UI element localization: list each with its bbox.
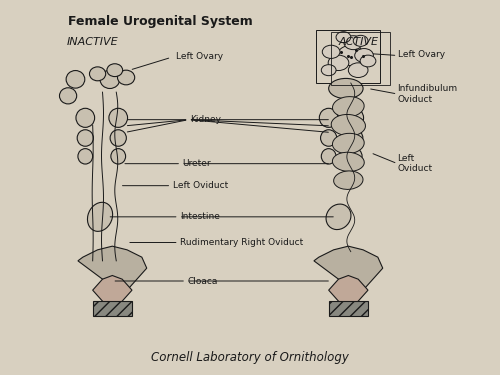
Ellipse shape <box>326 204 351 230</box>
Text: INACTIVE: INACTIVE <box>67 37 118 47</box>
Ellipse shape <box>77 130 94 146</box>
Ellipse shape <box>320 130 337 146</box>
Polygon shape <box>328 276 368 309</box>
Bar <box>331 32 390 85</box>
Ellipse shape <box>348 63 368 78</box>
Ellipse shape <box>109 108 128 128</box>
Ellipse shape <box>345 108 364 128</box>
Text: Kidney: Kidney <box>190 115 221 124</box>
Ellipse shape <box>60 88 76 104</box>
Text: Cloaca: Cloaca <box>188 276 218 285</box>
Ellipse shape <box>331 114 366 136</box>
Text: Left Ovary: Left Ovary <box>398 50 444 59</box>
Ellipse shape <box>88 202 112 231</box>
Text: Rudimentary Right Oviduct: Rudimentary Right Oviduct <box>180 238 304 247</box>
Ellipse shape <box>336 32 351 43</box>
Ellipse shape <box>90 67 106 81</box>
Ellipse shape <box>338 45 364 66</box>
Ellipse shape <box>328 78 363 99</box>
Bar <box>328 301 368 316</box>
Bar <box>316 30 380 83</box>
Text: Female Urogenital System: Female Urogenital System <box>68 15 253 28</box>
Ellipse shape <box>353 35 368 46</box>
Text: Left Oviduct: Left Oviduct <box>173 181 228 190</box>
Ellipse shape <box>328 55 349 70</box>
Polygon shape <box>92 276 132 309</box>
Polygon shape <box>314 246 383 290</box>
Ellipse shape <box>110 130 126 146</box>
Ellipse shape <box>76 108 94 128</box>
Text: ACTIVE: ACTIVE <box>338 37 378 47</box>
Text: Infundibulum
Oviduct: Infundibulum Oviduct <box>398 84 458 104</box>
Ellipse shape <box>322 45 340 58</box>
Ellipse shape <box>346 148 362 165</box>
Ellipse shape <box>320 108 338 128</box>
Ellipse shape <box>107 64 122 76</box>
Ellipse shape <box>100 70 119 88</box>
Ellipse shape <box>344 36 362 50</box>
Ellipse shape <box>334 171 363 189</box>
Ellipse shape <box>354 48 374 63</box>
Text: Intestine: Intestine <box>180 212 220 221</box>
Text: Ureter: Ureter <box>182 159 212 168</box>
Ellipse shape <box>111 148 126 164</box>
Polygon shape <box>78 246 147 290</box>
Ellipse shape <box>346 129 363 147</box>
Ellipse shape <box>332 152 364 171</box>
Ellipse shape <box>332 97 364 117</box>
Bar <box>92 301 132 316</box>
Ellipse shape <box>66 70 85 88</box>
Ellipse shape <box>360 55 376 67</box>
Text: Cornell Laboratory of Ornithology: Cornell Laboratory of Ornithology <box>151 351 349 363</box>
Ellipse shape <box>332 134 364 154</box>
Text: Left
Oviduct: Left Oviduct <box>398 154 432 173</box>
Ellipse shape <box>322 148 336 164</box>
Ellipse shape <box>118 70 134 85</box>
Text: Left Ovary: Left Ovary <box>176 52 224 61</box>
Ellipse shape <box>78 148 92 164</box>
Ellipse shape <box>322 64 336 76</box>
